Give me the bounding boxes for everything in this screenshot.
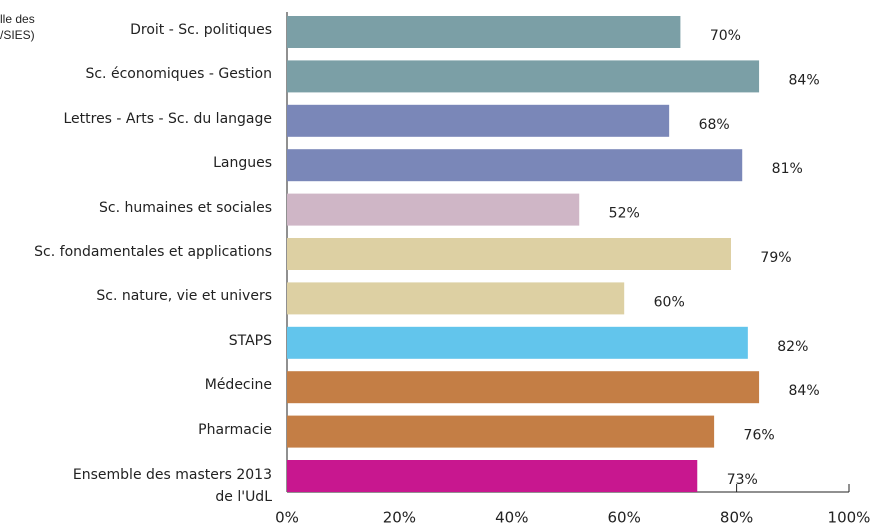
x-tick-label: 20% [383,509,416,527]
value-label: 84% [789,72,820,88]
category-label: Pharmacie [198,421,272,438]
value-label: 52% [609,206,640,222]
category-label: Langues [213,155,272,172]
category-label: Sc. nature, vie et univers [96,288,272,305]
x-tick-label: 60% [608,509,641,527]
bar [287,371,760,404]
bar [287,193,580,226]
bar [287,104,670,137]
category-label: Sc. économiques - Gestion [85,66,272,83]
x-tick-label: 0% [275,509,299,527]
value-label: 70% [710,28,741,44]
value-label: 60% [654,294,685,310]
value-label: 82% [777,339,808,355]
category-label: Sc. fondamentales et applications [34,244,272,260]
annotation: lle des [0,12,35,26]
category-label: Lettres - Arts - Sc. du langage [63,110,272,127]
value-label: 73% [727,472,758,488]
bar [287,282,625,315]
bar [287,60,760,93]
bar [287,460,698,492]
value-label: 79% [760,250,791,266]
value-label: 84% [789,383,820,399]
x-tick-label: 80% [720,509,753,527]
bar [287,326,748,359]
category-label: Ensemble des masters 2013 de l'UdL [72,467,272,505]
bar [287,149,743,182]
x-tick-label: 40% [495,509,528,527]
category-label: Médecine [204,377,272,394]
value-label: 81% [772,161,803,177]
category-label: Droit - Sc. politiques [130,22,272,38]
value-label: 68% [699,117,730,133]
bar [287,238,731,270]
bar [287,415,715,448]
category-label: Sc. humaines et sociales [99,199,272,216]
value-label: 76% [744,428,775,444]
x-tick-label: 100% [828,509,871,527]
annotation: /SIES) [0,28,35,42]
bar [287,16,681,48]
category-label: STAPS [228,332,272,349]
